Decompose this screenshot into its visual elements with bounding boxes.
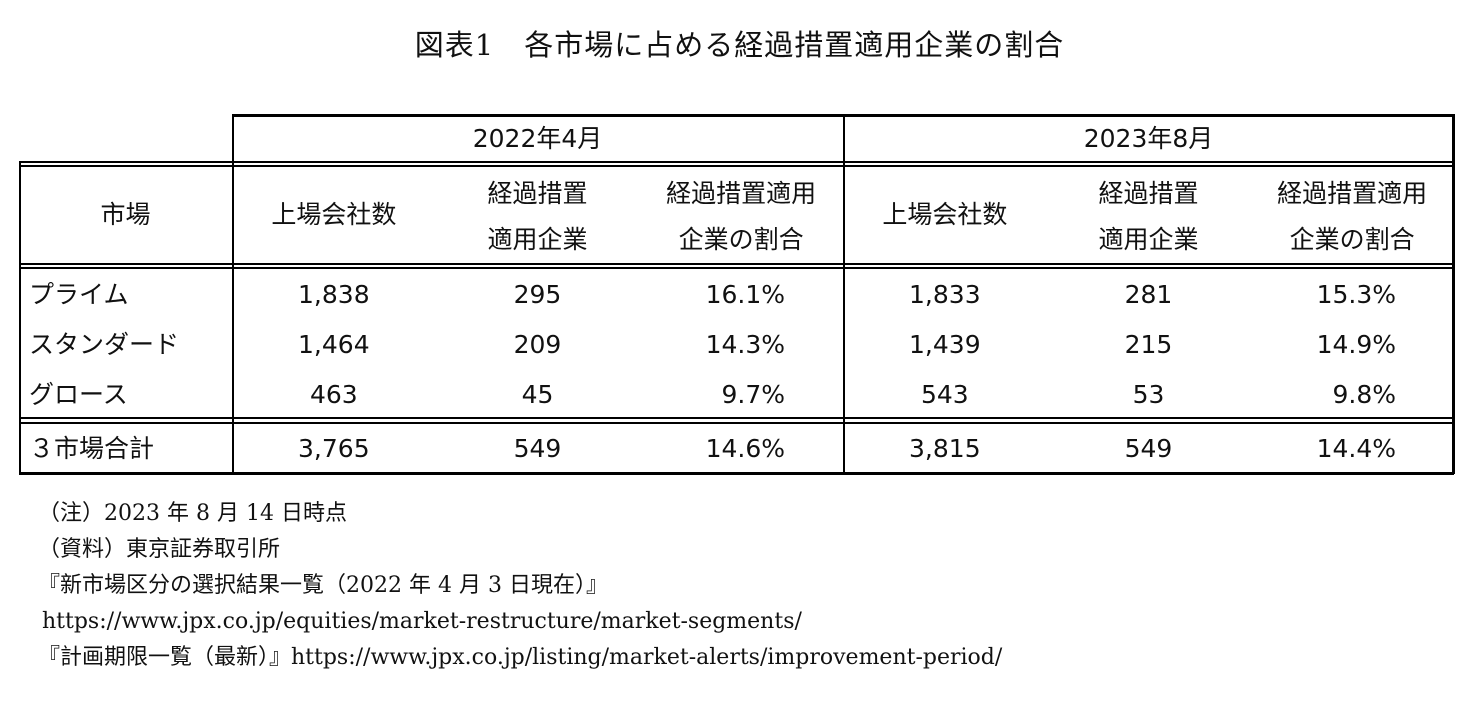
col-header-line2: 企業の割合 <box>1289 224 1415 254</box>
table-cell: 45 <box>521 379 554 409</box>
col-header-line2: 企業の割合 <box>678 224 804 254</box>
notes-block: （注）2023 年 8 月 14 日時点 （資料）東京証券取引所 『新市場区分の… <box>38 496 1002 676</box>
total-cell: 14.6% <box>705 433 785 463</box>
total-market-label: ３市場合計 <box>29 433 155 463</box>
col-header-line2: 適用企業 <box>487 224 588 254</box>
header-rule-2 <box>19 165 1454 167</box>
period-header-2022: 2022年4月 <box>472 124 603 153</box>
table-cell: 1,464 <box>298 329 370 359</box>
total-cell: 3,815 <box>909 433 981 463</box>
table-border-bottom <box>19 472 1454 475</box>
total-cell: 3,765 <box>298 433 370 463</box>
col-header-line1: 経過措置 <box>487 178 588 208</box>
note-date: （注）2023 年 8 月 14 日時点 <box>38 501 347 526</box>
table-cell: 1,439 <box>909 329 981 359</box>
period-divider <box>843 114 845 474</box>
col-header-line1: 経過措置 <box>1098 178 1199 208</box>
col-header-line1: 経過措置適用 <box>666 178 817 208</box>
total-rule-1 <box>19 417 1454 419</box>
table-cell: 463 <box>309 379 358 409</box>
col-header: 上場会社数 <box>882 199 1008 229</box>
table-cell: 215 <box>1124 329 1173 359</box>
note-source: （資料）東京証券取引所 <box>38 537 281 562</box>
table-cell: 15.3% <box>1316 279 1396 309</box>
note-url-1: https://www.jpx.co.jp/equities/market-re… <box>42 609 802 634</box>
table-cell: 9.7% <box>721 379 785 409</box>
market-header: 市場 <box>100 199 151 229</box>
table-cell: 543 <box>920 379 969 409</box>
table-cell: 1,838 <box>298 279 370 309</box>
body-rule-1 <box>19 263 1454 265</box>
table-cell: 1,833 <box>909 279 981 309</box>
table-cell: 209 <box>513 329 562 359</box>
row-market-label: スタンダード <box>29 329 180 359</box>
body-rule-2 <box>19 267 1454 269</box>
note-document-2: 『計画期限一覧（最新）』https://www.jpx.co.jp/listin… <box>38 645 1003 670</box>
market-divider <box>232 114 234 474</box>
col-header-line1: 経過措置適用 <box>1277 178 1428 208</box>
note-document-1: 『新市場区分の選択結果一覧（2022 年 4 月 3 日現在）』 <box>38 573 608 598</box>
total-cell: 549 <box>513 433 562 463</box>
total-rule-2 <box>19 422 1454 424</box>
table-cell: 281 <box>1124 279 1173 309</box>
col-header: 上場会社数 <box>271 199 397 229</box>
col-header-line2: 適用企業 <box>1098 224 1199 254</box>
row-market-label: プライム <box>29 279 129 309</box>
figure-title: 図表1 各市場に占める経過措置適用企業の割合 <box>414 28 1065 62</box>
table-cell: 9.8% <box>1332 379 1396 409</box>
table-cell: 14.3% <box>705 329 785 359</box>
table-cell: 295 <box>513 279 562 309</box>
header-rule-1 <box>19 161 1454 163</box>
table-border-left <box>19 163 21 474</box>
period-header-2023: 2023年8月 <box>1083 124 1214 153</box>
table-border-right <box>1452 114 1455 474</box>
table-cell: 53 <box>1132 379 1165 409</box>
table-cell: 16.1% <box>705 279 785 309</box>
table-cell: 14.9% <box>1316 329 1396 359</box>
total-cell: 549 <box>1124 433 1173 463</box>
row-market-label: グロース <box>29 379 128 409</box>
total-cell: 14.4% <box>1316 433 1396 463</box>
